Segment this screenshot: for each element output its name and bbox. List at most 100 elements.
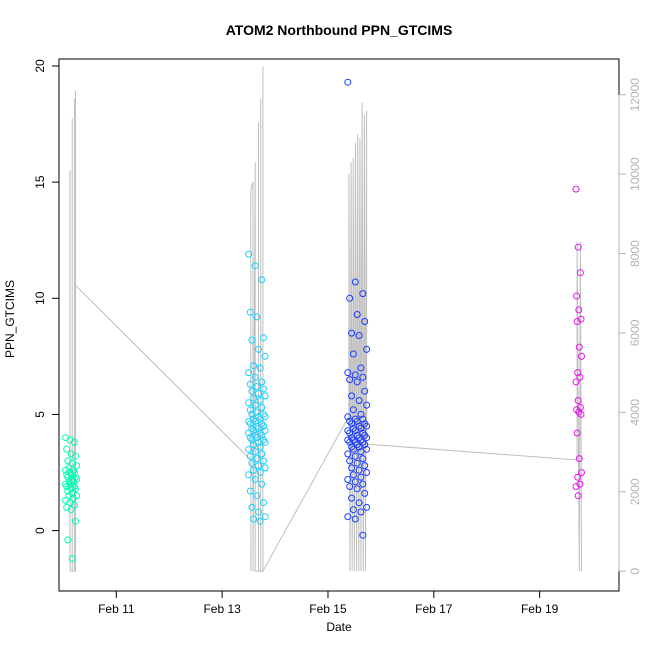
data-point (344, 78, 352, 86)
data-point (248, 336, 256, 344)
data-point (245, 471, 253, 479)
y2-tick-label: 6000 (628, 319, 642, 346)
data-point (574, 473, 582, 481)
data-point (353, 459, 361, 467)
data-point (353, 485, 361, 493)
data-point (357, 410, 365, 418)
data-point (355, 499, 363, 507)
data-point (261, 513, 269, 521)
data-point (346, 417, 354, 425)
data-point (246, 406, 254, 414)
data-point (248, 503, 256, 511)
data-point (349, 406, 357, 414)
data-point (70, 501, 78, 509)
y2-tick-label: 2000 (628, 478, 642, 505)
data-point (246, 452, 254, 460)
data-point (260, 499, 267, 507)
x-axis: Feb 11 Feb 13 Feb 15 Feb 17 Feb 19 (98, 590, 559, 616)
data-point (245, 250, 253, 258)
data-point (351, 371, 359, 379)
data-point (253, 383, 261, 391)
data-point (346, 457, 354, 465)
data-point (349, 506, 357, 514)
data-point (359, 531, 367, 539)
data-point (575, 408, 583, 416)
data-point (255, 462, 262, 470)
data-point (261, 438, 269, 446)
data-point (353, 311, 361, 318)
data-point (363, 422, 371, 430)
data-point (250, 441, 258, 449)
data-point (355, 397, 363, 404)
data-point (348, 464, 356, 472)
data-point (355, 466, 363, 474)
data-point (348, 392, 356, 400)
data-point (344, 413, 352, 421)
data-point (251, 448, 259, 456)
secondary-series (69, 66, 582, 574)
data-point (355, 332, 363, 339)
data-point (357, 508, 365, 516)
data-point (70, 438, 78, 446)
data-point (260, 385, 267, 393)
data-point (251, 373, 259, 381)
data-point (260, 457, 267, 465)
data-point (73, 462, 81, 470)
x-tick-label: Feb 17 (415, 602, 453, 616)
data-point (363, 445, 371, 453)
data-point (344, 369, 352, 377)
data-point (359, 455, 367, 463)
data-point (248, 459, 256, 467)
data-point (246, 420, 254, 428)
data-point (357, 364, 365, 372)
data-point (577, 315, 585, 323)
secondary-y-axis: 0 2000 4000 6000 8000 10000 12000 (618, 78, 642, 574)
data-point (72, 517, 79, 525)
data-point (344, 427, 352, 435)
data-point (351, 278, 359, 286)
data-point (576, 269, 584, 277)
data-point (573, 406, 581, 414)
data-point (351, 452, 359, 460)
y2-tick-label: 0 (628, 567, 642, 574)
y-tick-label: 0 (33, 527, 47, 534)
y-axis-label: PPN_GTCIMS (3, 280, 17, 358)
y2-tick-label: 12000 (628, 78, 642, 112)
data-point (359, 290, 367, 298)
data-point (260, 334, 267, 342)
data-point (346, 429, 354, 437)
y-tick-label: 20 (33, 59, 47, 73)
data-point (363, 401, 371, 409)
data-point (573, 318, 581, 325)
data-point (351, 515, 359, 523)
data-point (349, 445, 357, 453)
data-point (250, 466, 258, 474)
data-point (256, 517, 264, 525)
data-point (361, 318, 369, 325)
data-point (348, 494, 356, 502)
y-axis: 0 5 10 15 20 (33, 59, 60, 534)
y2-tick-label: 10000 (628, 157, 642, 191)
data-point (245, 369, 253, 377)
data-point (64, 536, 72, 544)
data-point (344, 436, 352, 444)
data-point (346, 376, 354, 384)
data-point (256, 364, 264, 372)
data-point (363, 469, 371, 476)
x-tick-label: Feb 13 (203, 602, 241, 616)
data-point (248, 387, 256, 395)
data-point (245, 445, 253, 453)
data-point (348, 443, 356, 451)
data-point (253, 455, 261, 463)
data-point (576, 373, 584, 381)
x-tick-label: Feb 15 (309, 602, 347, 616)
data-point (245, 399, 253, 407)
data-point (357, 448, 365, 456)
data-point (574, 397, 582, 404)
data-point (69, 494, 77, 502)
data-point (361, 462, 369, 470)
data-point (349, 350, 357, 358)
y2-tick-label: 4000 (628, 399, 642, 426)
data-point (253, 313, 261, 321)
